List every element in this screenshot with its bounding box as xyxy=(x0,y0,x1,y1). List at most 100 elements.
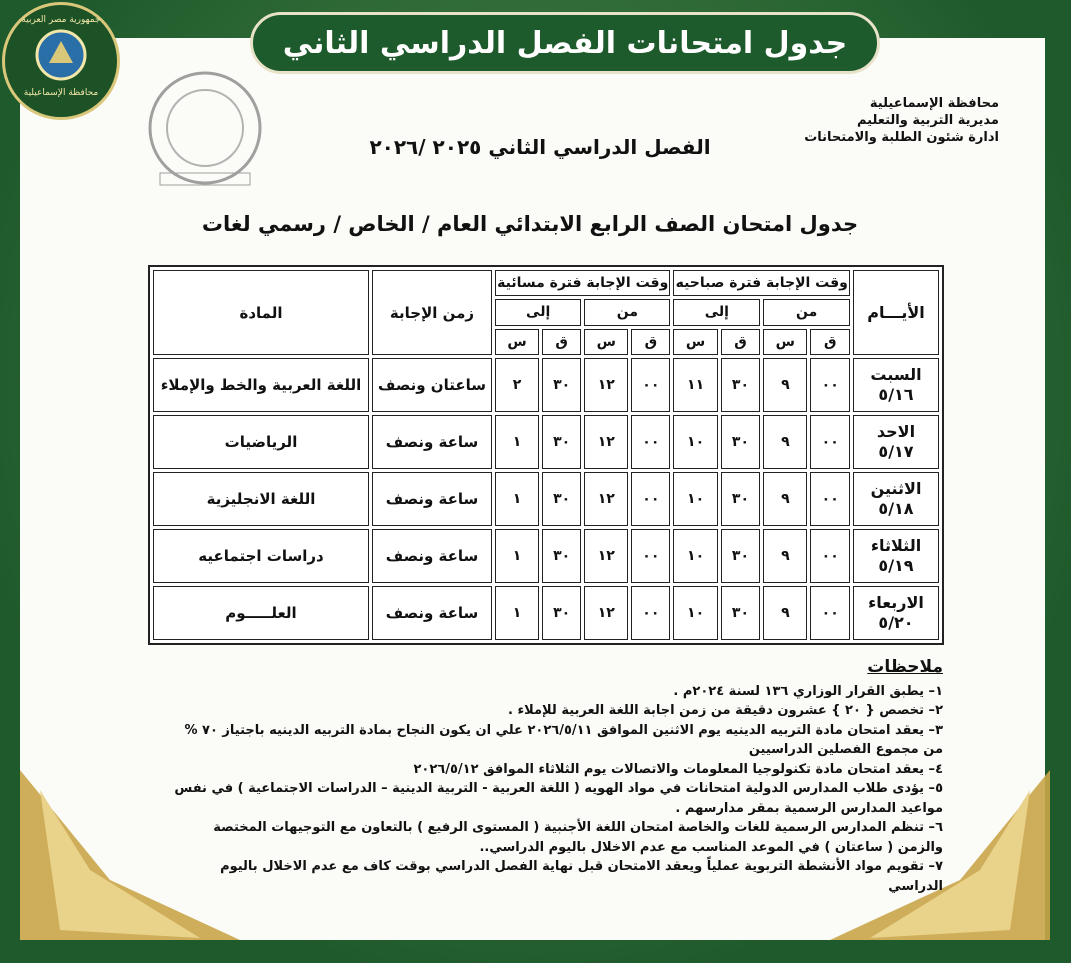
org-line: ادارة شئون الطلبة والامتحانات xyxy=(804,130,999,145)
logo-bottom-text: محافظة الإسماعيلية xyxy=(23,88,99,98)
day-date: ٥/١٨ xyxy=(878,499,914,518)
day-name: الاحد xyxy=(876,422,916,441)
note-item: ٢– تخصص { ٢٠ } عشرون دقيقة من زمن اجابة … xyxy=(508,703,943,718)
header-cell: س xyxy=(673,328,718,355)
time-cell: ٠٠ xyxy=(810,358,850,412)
day-name: السبت xyxy=(870,365,922,384)
time-cell: ١٢ xyxy=(584,472,629,526)
header-cell: الأيـــام xyxy=(853,270,939,355)
subject-cell: اللغة الانجليزية xyxy=(153,472,369,526)
header-cell: ق xyxy=(810,328,850,355)
subject-cell: دراسات اجتماعيه xyxy=(153,529,369,583)
data-row: السبت ٥/١٦ ٠٠ ٩ ٣٠ ١١ ٠٠ ١٢ ٣٠ ٢ ساعتان ونصف اللغة … xyxy=(153,358,939,412)
notes-title: ملاحظات xyxy=(867,657,943,677)
header-cell: س xyxy=(584,328,629,355)
header-row: الأيـــام وقت الإجابة فترة صباحيه وقت الإج… xyxy=(153,270,939,355)
day-date: ٥/١٦ xyxy=(878,385,914,404)
day-name: الاربعاء xyxy=(868,593,924,612)
header-row: من إلى من إلى xyxy=(153,299,939,326)
time-cell: ١٠ xyxy=(673,415,718,469)
header-cell: من xyxy=(584,299,671,326)
logo-top-text: جمهورية مصر العربية xyxy=(21,15,101,25)
time-cell: ٠٠ xyxy=(631,358,671,412)
note-item: ٧– تقويم مواد الأنشطة التربوية عملياً وي… xyxy=(220,859,943,894)
header-cell: زمن الإجابة xyxy=(372,270,492,355)
time-cell: ٠٠ xyxy=(631,415,671,469)
time-cell: ٠٠ xyxy=(810,415,850,469)
duration-cell: ساعة ونصف xyxy=(372,472,492,526)
time-cell: ٢ xyxy=(495,358,540,412)
time-cell: ٠٠ xyxy=(810,472,850,526)
subject-cell: اللغة العربية والخط والإملاء xyxy=(153,358,369,412)
time-cell: ٩ xyxy=(763,586,808,640)
header-cell: وقت الإجابة فترة مسائية xyxy=(495,270,671,297)
header-cell: وقت الإجابة فترة صباحيه xyxy=(673,270,850,297)
day-name: الثلاثاء xyxy=(870,536,922,555)
subject-cell: الرياضيات xyxy=(153,415,369,469)
time-cell: ٠٠ xyxy=(631,472,671,526)
day-date: ٥/١٧ xyxy=(878,442,914,461)
time-cell: ٠٠ xyxy=(631,586,671,640)
time-cell: ١٢ xyxy=(584,415,629,469)
note-item: ٥– يؤدى طلاب المدارس الدولية امتحانات في… xyxy=(174,781,943,816)
header-cell: س xyxy=(495,328,540,355)
time-cell: ٣٠ xyxy=(720,415,761,469)
logo: جمهورية مصر العربية محافظة الإسماعيلية xyxy=(2,2,120,120)
data-row: الاثنين ٥/١٨ ٠٠ ٩ ٣٠ ١٠ ٠٠ ١٢ ٣٠ ١ ساعة ونصف اللغة … xyxy=(153,472,939,526)
data-row: الاحد ٥/١٧ ٠٠ ٩ ٣٠ ١٠ ٠٠ ١٢ ٣٠ ١ ساعة ونصف الرياضيا… xyxy=(153,415,939,469)
time-cell: ٠٠ xyxy=(810,529,850,583)
time-cell: ١ xyxy=(495,415,540,469)
time-cell: ٩ xyxy=(763,529,808,583)
time-cell: ٩ xyxy=(763,472,808,526)
time-cell: ١٢ xyxy=(584,358,629,412)
duration-cell: ساعة ونصف xyxy=(372,415,492,469)
day-cell: الاحد ٥/١٧ xyxy=(853,415,939,469)
time-cell: ٣٠ xyxy=(542,415,582,469)
notes: ملاحظات ١– يطبق القرار الوزاري ١٣٦ لسنة ٢… xyxy=(165,657,943,896)
time-cell: ٣٠ xyxy=(720,472,761,526)
duration-cell: ساعتان ونصف xyxy=(372,358,492,412)
header-cell: من xyxy=(763,299,850,326)
term: الفصل الدراسي الثاني ٢٠٢٥ /٢٠٢٦ xyxy=(369,135,711,159)
time-cell: ١٠ xyxy=(673,586,718,640)
note-item: ٦– تنظم المدارس الرسمية للغات والخاصة ام… xyxy=(213,820,943,855)
table-title: جدول امتحان الصف الرابع الابتدائي العام … xyxy=(201,212,859,236)
time-cell: ١٠ xyxy=(673,529,718,583)
time-cell: ٠٠ xyxy=(810,586,850,640)
header-cell: إلى xyxy=(673,299,761,326)
header-cell: س xyxy=(763,328,808,355)
time-cell: ٣٠ xyxy=(720,586,761,640)
day-name: الاثنين xyxy=(870,479,922,498)
time-cell: ٣٠ xyxy=(720,529,761,583)
org-lines: محافظة الإسماعيلية مديرية التربية والتعلي… xyxy=(804,95,999,146)
banner-title: جدول امتحانات الفصل الدراسي الثاني xyxy=(250,12,880,74)
duration-cell: ساعة ونصف xyxy=(372,529,492,583)
time-cell: ١ xyxy=(495,529,540,583)
day-cell: الاربعاء ٥/٢٠ xyxy=(853,586,939,640)
subject-cell: العلـــــوم xyxy=(153,586,369,640)
time-cell: ١ xyxy=(495,586,540,640)
time-cell: ٩ xyxy=(763,415,808,469)
time-cell: ١٢ xyxy=(584,586,629,640)
day-date: ٥/٢٠ xyxy=(878,613,914,632)
time-cell: ٣٠ xyxy=(720,358,761,412)
org-line: مديرية التربية والتعليم xyxy=(856,113,999,128)
header-cell: ق xyxy=(631,328,671,355)
time-cell: ٠٠ xyxy=(631,529,671,583)
day-cell: الاثنين ٥/١٨ xyxy=(853,472,939,526)
time-cell: ١٢ xyxy=(584,529,629,583)
time-cell: ٣٠ xyxy=(542,472,582,526)
time-cell: ٣٠ xyxy=(542,586,582,640)
header-cell: ق xyxy=(720,328,761,355)
day-cell: السبت ٥/١٦ xyxy=(853,358,939,412)
time-cell: ١٠ xyxy=(673,472,718,526)
time-cell: ٩ xyxy=(763,358,808,412)
day-date: ٥/١٩ xyxy=(878,556,914,575)
header-cell: المادة xyxy=(153,270,369,355)
note-item: ١– يطبق القرار الوزاري ١٣٦ لسنة ٢٠٢٤م . xyxy=(673,683,943,699)
header-cell: إلى xyxy=(495,299,582,326)
org-line: محافظة الإسماعيلية xyxy=(869,96,999,111)
